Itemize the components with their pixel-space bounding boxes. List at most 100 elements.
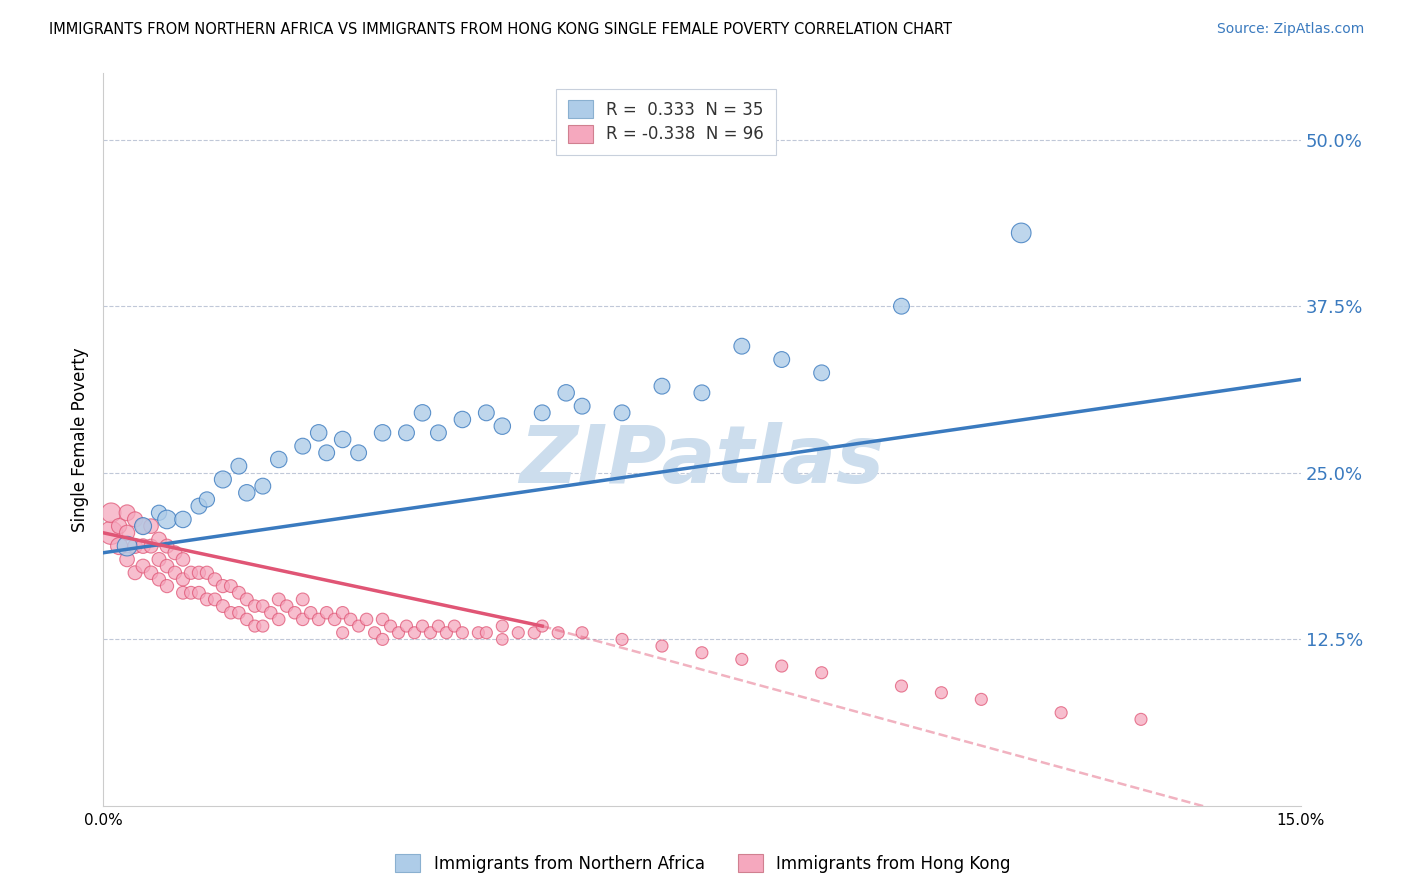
Point <box>347 446 370 460</box>
Point <box>1010 226 1032 240</box>
Point <box>156 559 179 574</box>
Point <box>172 512 194 526</box>
Point <box>931 686 953 700</box>
Point <box>124 539 146 553</box>
Point <box>139 519 162 533</box>
Point <box>315 606 337 620</box>
Point <box>1050 706 1073 720</box>
Point <box>380 619 402 633</box>
Point <box>108 539 131 553</box>
Point <box>212 473 235 487</box>
Point <box>363 625 385 640</box>
Point <box>332 433 354 447</box>
Point <box>124 512 146 526</box>
Point <box>315 446 337 460</box>
Point <box>810 665 832 680</box>
Point <box>427 425 450 440</box>
Point <box>339 612 361 626</box>
Point <box>115 506 138 520</box>
Point <box>195 566 218 580</box>
Point <box>148 552 170 566</box>
Point <box>651 379 673 393</box>
Point <box>132 539 155 553</box>
Point <box>308 612 330 626</box>
Point <box>523 625 546 640</box>
Point <box>651 639 673 653</box>
Point <box>291 439 314 453</box>
Point <box>475 625 498 640</box>
Point <box>890 679 912 693</box>
Point <box>148 533 170 547</box>
Point <box>204 592 226 607</box>
Point <box>323 612 346 626</box>
Point <box>508 625 530 640</box>
Point <box>571 625 593 640</box>
Text: IMMIGRANTS FROM NORTHERN AFRICA VS IMMIGRANTS FROM HONG KONG SINGLE FEMALE POVER: IMMIGRANTS FROM NORTHERN AFRICA VS IMMIG… <box>49 22 952 37</box>
Point <box>395 619 418 633</box>
Point <box>260 606 283 620</box>
Point <box>531 406 554 420</box>
Point <box>308 425 330 440</box>
Point <box>163 546 186 560</box>
Point <box>731 339 754 353</box>
Legend: Immigrants from Northern Africa, Immigrants from Hong Kong: Immigrants from Northern Africa, Immigra… <box>388 847 1018 880</box>
Point <box>172 552 194 566</box>
Point <box>252 479 274 493</box>
Point <box>219 579 242 593</box>
Point <box>252 599 274 613</box>
Point <box>731 652 754 666</box>
Point <box>443 619 465 633</box>
Point <box>139 566 162 580</box>
Point <box>555 385 578 400</box>
Point <box>180 586 202 600</box>
Point <box>347 619 370 633</box>
Point <box>371 612 394 626</box>
Point <box>770 352 793 367</box>
Point <box>100 506 122 520</box>
Point <box>371 632 394 647</box>
Point <box>115 525 138 540</box>
Point <box>411 406 433 420</box>
Point <box>187 499 209 513</box>
Point <box>100 525 122 540</box>
Point <box>139 539 162 553</box>
Point <box>172 573 194 587</box>
Point <box>291 592 314 607</box>
Point <box>571 399 593 413</box>
Point <box>475 406 498 420</box>
Point <box>491 419 513 434</box>
Point <box>236 485 259 500</box>
Point <box>108 519 131 533</box>
Y-axis label: Single Female Poverty: Single Female Poverty <box>72 347 89 532</box>
Point <box>228 586 250 600</box>
Point <box>187 586 209 600</box>
Point <box>163 566 186 580</box>
Point <box>467 625 489 640</box>
Point <box>148 573 170 587</box>
Legend: R =  0.333  N = 35, R = -0.338  N = 96: R = 0.333 N = 35, R = -0.338 N = 96 <box>557 88 776 155</box>
Point <box>356 612 378 626</box>
Point <box>212 579 235 593</box>
Point <box>427 619 450 633</box>
Point <box>299 606 322 620</box>
Point <box>291 612 314 626</box>
Point <box>180 566 202 580</box>
Point <box>371 425 394 440</box>
Point <box>491 619 513 633</box>
Point <box>387 625 409 640</box>
Point <box>115 539 138 553</box>
Point <box>436 625 458 640</box>
Point <box>228 606 250 620</box>
Point <box>187 566 209 580</box>
Point <box>236 592 259 607</box>
Point <box>243 599 266 613</box>
Point <box>332 625 354 640</box>
Point <box>491 632 513 647</box>
Point <box>228 459 250 474</box>
Text: ZIPatlas: ZIPatlas <box>519 423 884 500</box>
Point <box>267 592 290 607</box>
Point <box>156 512 179 526</box>
Point <box>148 506 170 520</box>
Point <box>243 619 266 633</box>
Point <box>172 586 194 600</box>
